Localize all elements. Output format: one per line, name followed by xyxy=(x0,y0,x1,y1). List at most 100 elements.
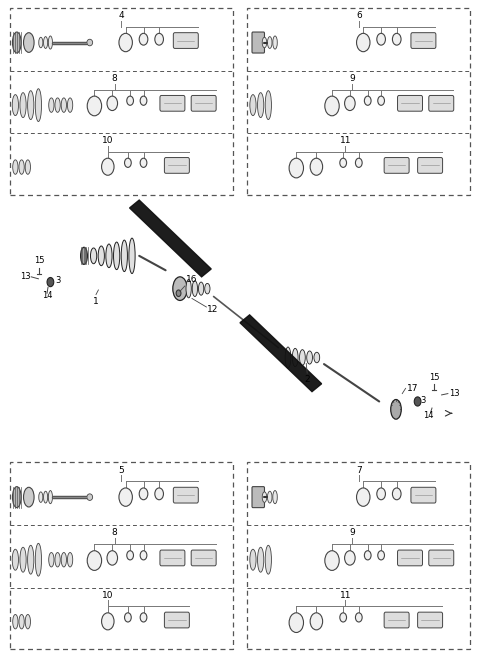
Circle shape xyxy=(357,488,370,506)
Ellipse shape xyxy=(106,244,112,268)
Ellipse shape xyxy=(61,98,66,112)
FancyBboxPatch shape xyxy=(252,32,264,53)
Circle shape xyxy=(393,488,401,500)
Ellipse shape xyxy=(36,89,41,121)
FancyBboxPatch shape xyxy=(429,96,454,112)
Ellipse shape xyxy=(262,492,267,502)
Ellipse shape xyxy=(44,491,48,503)
Text: 9: 9 xyxy=(349,74,355,83)
Ellipse shape xyxy=(204,283,210,294)
Text: 1: 1 xyxy=(93,297,99,306)
Circle shape xyxy=(364,551,371,560)
Circle shape xyxy=(102,158,114,175)
Ellipse shape xyxy=(113,242,120,270)
Ellipse shape xyxy=(262,37,267,48)
Ellipse shape xyxy=(273,491,277,504)
Ellipse shape xyxy=(258,547,264,572)
Ellipse shape xyxy=(250,549,256,570)
Circle shape xyxy=(124,613,131,622)
Bar xyxy=(10,8,233,195)
FancyBboxPatch shape xyxy=(191,96,216,112)
Text: 15: 15 xyxy=(34,256,45,265)
FancyBboxPatch shape xyxy=(384,157,409,173)
Circle shape xyxy=(289,613,303,632)
FancyBboxPatch shape xyxy=(160,96,185,112)
Ellipse shape xyxy=(90,248,97,264)
Ellipse shape xyxy=(391,400,401,419)
Circle shape xyxy=(377,488,385,500)
Ellipse shape xyxy=(49,98,54,112)
FancyBboxPatch shape xyxy=(397,96,422,112)
Circle shape xyxy=(87,551,102,571)
Text: 14: 14 xyxy=(42,291,52,300)
Text: 11: 11 xyxy=(340,590,351,600)
FancyBboxPatch shape xyxy=(191,550,216,566)
Text: 4: 4 xyxy=(119,11,124,20)
Circle shape xyxy=(47,277,54,287)
Ellipse shape xyxy=(12,549,18,570)
Circle shape xyxy=(140,551,147,560)
Text: 15: 15 xyxy=(429,373,440,382)
Text: 11: 11 xyxy=(340,136,351,145)
Ellipse shape xyxy=(199,282,204,295)
Ellipse shape xyxy=(48,36,52,49)
Text: 13: 13 xyxy=(449,389,459,398)
Text: 16: 16 xyxy=(186,275,198,284)
Ellipse shape xyxy=(12,160,18,174)
Text: 17: 17 xyxy=(407,384,419,393)
Ellipse shape xyxy=(87,494,93,501)
Circle shape xyxy=(340,158,347,167)
Circle shape xyxy=(357,33,370,52)
FancyBboxPatch shape xyxy=(164,612,189,628)
FancyBboxPatch shape xyxy=(164,157,189,173)
Circle shape xyxy=(414,397,421,406)
Ellipse shape xyxy=(49,552,54,567)
Ellipse shape xyxy=(285,347,291,368)
Circle shape xyxy=(355,613,362,622)
Ellipse shape xyxy=(19,160,24,174)
FancyBboxPatch shape xyxy=(384,612,409,628)
Ellipse shape xyxy=(12,94,18,115)
Circle shape xyxy=(127,551,133,560)
FancyBboxPatch shape xyxy=(411,487,436,503)
Ellipse shape xyxy=(44,37,48,49)
Circle shape xyxy=(140,96,147,106)
Ellipse shape xyxy=(39,37,43,48)
Ellipse shape xyxy=(121,240,128,272)
Ellipse shape xyxy=(24,33,34,52)
Ellipse shape xyxy=(27,91,34,119)
Ellipse shape xyxy=(98,246,105,266)
Ellipse shape xyxy=(24,487,34,507)
Ellipse shape xyxy=(67,98,73,112)
Text: 7: 7 xyxy=(356,466,361,474)
Ellipse shape xyxy=(250,94,256,115)
Circle shape xyxy=(155,488,164,500)
Ellipse shape xyxy=(67,552,73,567)
Circle shape xyxy=(345,96,355,111)
FancyBboxPatch shape xyxy=(160,550,185,566)
Ellipse shape xyxy=(314,352,320,363)
Text: 13: 13 xyxy=(20,272,30,281)
Circle shape xyxy=(393,33,401,45)
Circle shape xyxy=(310,158,323,175)
Ellipse shape xyxy=(25,160,30,174)
Circle shape xyxy=(140,613,147,622)
Text: 2: 2 xyxy=(304,375,310,384)
FancyBboxPatch shape xyxy=(418,612,443,628)
Circle shape xyxy=(87,96,102,116)
FancyBboxPatch shape xyxy=(418,157,443,173)
Circle shape xyxy=(139,33,148,45)
Ellipse shape xyxy=(129,238,135,274)
Text: 9: 9 xyxy=(349,529,355,537)
Circle shape xyxy=(325,96,339,116)
Ellipse shape xyxy=(267,37,272,49)
Text: 5: 5 xyxy=(119,466,124,474)
Bar xyxy=(247,462,470,649)
Ellipse shape xyxy=(258,92,264,117)
Bar xyxy=(10,462,233,649)
Circle shape xyxy=(378,96,384,106)
Text: 14: 14 xyxy=(423,411,434,420)
Circle shape xyxy=(124,158,131,167)
Ellipse shape xyxy=(307,351,312,364)
Ellipse shape xyxy=(27,545,34,574)
